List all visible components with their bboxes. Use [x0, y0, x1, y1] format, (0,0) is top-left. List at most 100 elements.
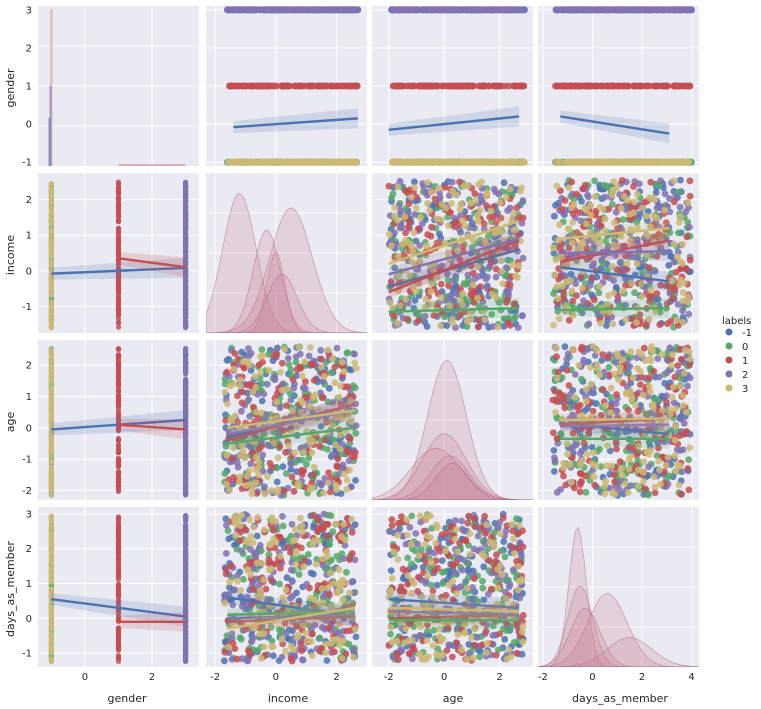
scatter-point-2 [630, 253, 638, 261]
scatter-point-1 [115, 346, 122, 353]
scatter-point-3 [437, 322, 444, 330]
scatter-point-3 [400, 158, 408, 166]
scatter-point-1 [115, 202, 122, 209]
density-spike [48, 118, 51, 166]
scatter-point-1 [596, 215, 603, 223]
scatter-point-1 [686, 256, 694, 264]
scatter-point-2 [411, 211, 418, 218]
scatter-point-3 [444, 249, 452, 256]
scatter-point-3 [457, 200, 465, 208]
scatter-point-1 [456, 178, 463, 186]
scatter-point-1 [115, 397, 122, 403]
scatter-point-2 [305, 6, 313, 14]
regression-line-3 [560, 226, 670, 240]
scatter-point-1 [662, 219, 670, 227]
scatter-point-0 [463, 323, 471, 330]
scatter-point-1 [115, 412, 122, 418]
scatter-point-3 [417, 214, 424, 222]
scatter-point-3 [595, 239, 603, 247]
scatter-point-3 [48, 204, 55, 210]
scatter-point-2 [519, 197, 527, 204]
scatter-point-2 [519, 312, 526, 319]
scatter-point-2 [447, 292, 454, 300]
scatter-point-3 [679, 318, 687, 326]
scatter-point-0 [221, 470, 229, 477]
scatter-point-1 [115, 300, 122, 306]
scatter-point-1 [115, 316, 122, 322]
scatter-point-2 [590, 260, 598, 267]
scatter-point-3 [461, 222, 469, 230]
scatter-point-1 [618, 177, 626, 184]
scatter-point-3 [509, 210, 517, 218]
scatter-point-3 [611, 158, 619, 166]
scatter-point-2 [676, 203, 684, 211]
scatter-point-3 [305, 158, 313, 166]
panel-gender-vs-income [206, 6, 367, 166]
scatter-point-2 [642, 284, 649, 292]
scatter-point-2 [411, 6, 419, 14]
scatter-point-1 [602, 272, 609, 280]
scatter-point-1 [115, 188, 122, 194]
scatter-point-3 [48, 386, 55, 392]
scatter-point-0 [591, 177, 598, 185]
scatter-point-1 [334, 82, 341, 90]
scatter-point-0 [619, 216, 627, 224]
scatter-point-1 [558, 205, 566, 213]
scatter-point-3 [550, 244, 557, 252]
scatter-point-2 [183, 310, 189, 316]
scatter-point--1 [279, 463, 287, 471]
scatter-point-1 [645, 264, 653, 272]
scatter-point-3 [401, 213, 409, 221]
scatter-point-3 [48, 476, 55, 482]
scatter-point-3 [469, 281, 477, 289]
scatter-point-2 [183, 213, 189, 220]
scatter-point-3 [552, 256, 560, 264]
scatter-point-3 [474, 294, 481, 302]
scatter-point-3 [48, 466, 55, 472]
scatter-point-2 [397, 207, 404, 215]
scatter-point-2 [391, 229, 398, 237]
scatter-point--1 [437, 234, 445, 242]
scatter-point--1 [578, 198, 585, 205]
scatter-point-1 [585, 82, 592, 90]
scatter-point-1 [653, 253, 661, 260]
scatter-point-0 [324, 398, 332, 406]
scatter-point--1 [258, 397, 266, 405]
scatter-point-3 [406, 272, 414, 279]
scatter-point-1 [387, 278, 395, 285]
scatter-point-3 [48, 454, 55, 460]
scatter-point-1 [115, 285, 122, 291]
ytick-label: -1 [22, 302, 32, 313]
scatter-point-1 [656, 321, 664, 328]
scatter-point-2 [183, 411, 189, 417]
scatter-point-3 [663, 158, 670, 166]
scatter-point-1 [659, 82, 667, 90]
scatter-point-2 [622, 301, 629, 309]
scatter-point-1 [405, 218, 413, 226]
scatter-point-2 [616, 259, 624, 267]
scatter-point-2 [416, 242, 424, 250]
scatter-point-3 [386, 299, 394, 306]
scatter-point-3 [598, 158, 605, 166]
scatter-point-3 [639, 204, 646, 212]
scatter-point-1 [414, 225, 422, 233]
scatter-point-1 [407, 82, 414, 90]
scatter-point-3 [611, 219, 618, 227]
scatter-point-3 [388, 242, 395, 250]
scatter-point-1 [115, 247, 122, 253]
scatter-point-3 [673, 316, 681, 324]
scatter-point-0 [292, 358, 300, 366]
scatter-point-3 [596, 282, 603, 290]
regression-ci--1 [560, 110, 670, 144]
scatter-point-3 [463, 317, 471, 325]
scatter-point--1 [552, 201, 559, 209]
regression-ci--1 [51, 410, 186, 436]
scatter-point-3 [499, 280, 506, 287]
scatter-point--1 [391, 264, 398, 272]
scatter-point-2 [677, 6, 684, 14]
scatter-point-1 [264, 82, 271, 90]
scatter-point-3 [597, 320, 605, 327]
scatter-point-3 [48, 300, 55, 306]
scatter-point-2 [657, 177, 664, 185]
scatter-point-3 [342, 158, 350, 166]
